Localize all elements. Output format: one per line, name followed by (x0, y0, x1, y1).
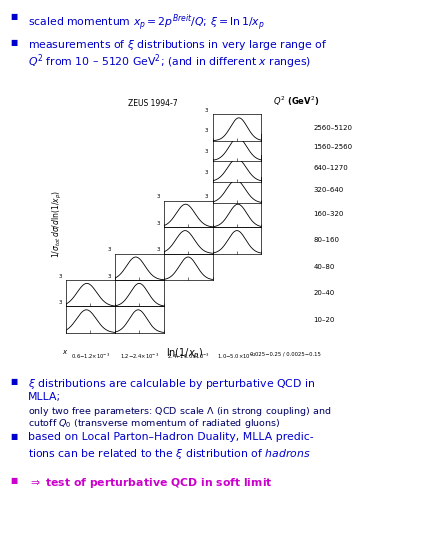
Text: 3: 3 (156, 248, 160, 252)
Text: scaled momentum $x_p = 2p^{Breit}/Q$; $\xi = \ln 1/x_p$: scaled momentum $x_p = 2p^{Breit}/Q$; $\… (28, 12, 264, 33)
Text: $\Rightarrow$ test of perturbative QCD in soft limit: $\Rightarrow$ test of perturbative QCD i… (28, 476, 272, 490)
Text: $\xi$ distributions are calculable by perturbative QCD in: $\xi$ distributions are calculable by pe… (28, 377, 315, 390)
Text: 1.0−5.0×10$^{-2}$: 1.0−5.0×10$^{-2}$ (217, 352, 257, 361)
Text: 0.6−1.2×10$^{-3}$: 0.6−1.2×10$^{-3}$ (71, 352, 110, 361)
Text: $\ln(1/x_p)$: $\ln(1/x_p)$ (166, 346, 204, 361)
Text: $x$: $x$ (62, 348, 68, 356)
Text: 3: 3 (59, 300, 62, 305)
Text: $Q^2$ (GeV$^2$): $Q^2$ (GeV$^2$) (273, 95, 320, 108)
Text: 3: 3 (108, 300, 111, 305)
Text: 640–1270: 640–1270 (313, 166, 348, 171)
Text: based on Local Parton–Hadron Duality, MLLA predic-: based on Local Parton–Hadron Duality, ML… (28, 432, 313, 442)
Text: tions can be related to the $\xi$ distribution of $hadrons$: tions can be related to the $\xi$ distri… (28, 447, 310, 461)
Text: 80–160: 80–160 (313, 238, 339, 243)
Text: 3: 3 (205, 195, 209, 200)
Text: 40–80: 40–80 (313, 264, 334, 270)
Text: 3: 3 (205, 221, 209, 226)
Text: cutoff $Q_0$ (transverse momentum of radiated gluons): cutoff $Q_0$ (transverse momentum of rad… (28, 417, 280, 430)
Text: 10–20: 10–20 (313, 317, 334, 322)
Text: 3: 3 (108, 274, 111, 279)
Text: ■: ■ (11, 39, 18, 47)
Text: 20–40: 20–40 (313, 290, 334, 296)
Text: 1.2−2.4×10$^{-3}$: 1.2−2.4×10$^{-3}$ (119, 352, 159, 361)
Text: 2.4−10.0×10$^{-3}$: 2.4−10.0×10$^{-3}$ (167, 352, 210, 361)
Text: ■: ■ (11, 12, 18, 21)
Text: 2560–5120: 2560–5120 (313, 125, 352, 130)
Text: 320–640: 320–640 (313, 187, 343, 192)
Text: 0.025−0.25 / 0.0025−0.15: 0.025−0.25 / 0.0025−0.15 (250, 352, 321, 357)
Text: measurements of $\xi$ distributions in very large range of: measurements of $\xi$ distributions in v… (28, 39, 327, 52)
Text: 3: 3 (205, 108, 209, 113)
Text: ■: ■ (11, 377, 18, 386)
Text: ■: ■ (11, 432, 18, 441)
Text: ■: ■ (11, 476, 18, 485)
Text: ZEUS 1994-7: ZEUS 1994-7 (128, 99, 177, 108)
Text: $1/\sigma_{tot}\,d\sigma/d\ln(1/x_p)$: $1/\sigma_{tot}\,d\sigma/d\ln(1/x_p)$ (51, 190, 64, 257)
Text: 3: 3 (108, 248, 111, 252)
Text: 3: 3 (205, 170, 209, 175)
Text: 160–320: 160–320 (313, 211, 343, 217)
Text: 1560–2560: 1560–2560 (313, 145, 352, 150)
Text: 3: 3 (59, 274, 62, 279)
Text: 3: 3 (205, 128, 209, 133)
Text: MLLA;: MLLA; (28, 392, 61, 402)
Text: 3: 3 (156, 195, 160, 200)
Text: 3: 3 (205, 149, 209, 154)
Text: $Q^2$ from 10 – 5120 GeV$^2$; (and in different $x$ ranges): $Q^2$ from 10 – 5120 GeV$^2$; (and in di… (28, 53, 311, 72)
Text: 3: 3 (156, 221, 160, 226)
Text: only two free parameters: QCD scale $\Lambda$ (in strong coupling) and: only two free parameters: QCD scale $\La… (28, 405, 331, 419)
